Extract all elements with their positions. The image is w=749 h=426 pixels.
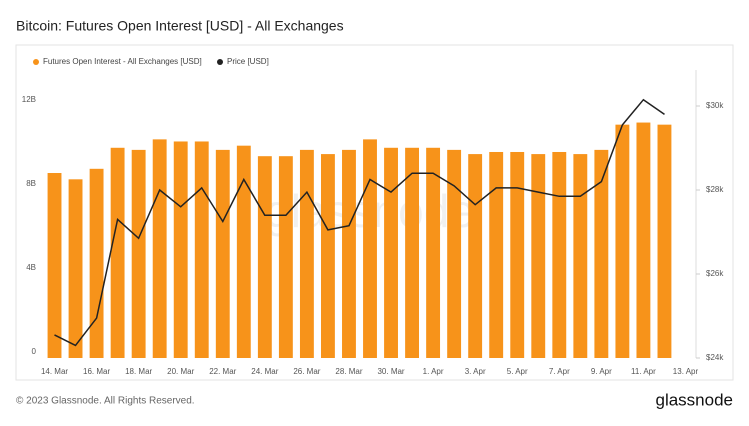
x-tick-label: 18. Mar <box>125 367 152 376</box>
price-line <box>54 98 665 347</box>
legend-marker <box>33 59 39 65</box>
bar <box>110 147 125 358</box>
bar <box>405 147 420 358</box>
x-tick-label: 5. Apr <box>507 367 528 376</box>
bar <box>215 149 230 358</box>
x-tick-label: 7. Apr <box>549 367 570 376</box>
bar <box>236 145 251 358</box>
x-tick-label: 1. Apr <box>423 367 444 376</box>
bar <box>384 147 398 358</box>
y2-tick-label: $24k <box>706 353 724 362</box>
x-tick-label: 26. Mar <box>293 367 320 376</box>
y2-tick-label: $26k <box>706 269 724 278</box>
x-tick-label: 9. Apr <box>591 367 612 376</box>
chart-frame <box>15 44 734 381</box>
bar <box>278 156 293 358</box>
bar <box>594 149 609 358</box>
legend-label: Price [USD] <box>227 57 269 66</box>
y-tick-label: 0 <box>32 347 37 356</box>
bar <box>573 154 588 358</box>
bar <box>173 141 188 358</box>
bar <box>152 139 167 358</box>
bar <box>552 151 567 358</box>
legend-marker <box>217 59 223 65</box>
bar <box>89 168 104 358</box>
y-tick-label: 12B <box>22 95 36 104</box>
x-tick-label: 20. Mar <box>167 367 194 376</box>
y2-tick-label: $30k <box>706 101 724 110</box>
bar <box>194 141 209 358</box>
x-tick-label: 3. Apr <box>465 367 486 376</box>
x-tick-label: 24. Mar <box>251 367 278 376</box>
brand-logo: glassnode <box>655 390 733 409</box>
bar <box>68 179 83 358</box>
x-tick-label: 14. Mar <box>41 367 68 376</box>
bar <box>657 124 672 358</box>
bar <box>426 147 441 358</box>
y-tick-label: 4B <box>26 263 36 272</box>
footer: © 2023 Glassnode. All Rights Reserved. <box>16 396 195 407</box>
chart-title: Bitcoin: Futures Open Interest [USD] - A… <box>16 18 344 34</box>
bar <box>636 122 651 358</box>
bar <box>447 149 462 358</box>
x-tick-label: 13. Apr <box>673 367 699 376</box>
bar <box>468 154 483 358</box>
bar <box>342 149 356 358</box>
x-tick-label: 22. Mar <box>209 367 236 376</box>
legend-label: Futures Open Interest - All Exchanges [U… <box>43 57 202 66</box>
bar <box>489 151 504 358</box>
bar <box>131 149 146 358</box>
bar <box>320 154 335 358</box>
x-tick-label: 16. Mar <box>83 367 110 376</box>
bar <box>47 173 62 358</box>
x-tick-label: 30. Mar <box>377 367 404 376</box>
bar <box>531 154 546 358</box>
x-tick-label: 28. Mar <box>335 367 362 376</box>
bar <box>257 156 272 358</box>
bar <box>510 151 525 358</box>
x-tick-label: 11. Apr <box>631 367 656 376</box>
y-tick-label: 8B <box>26 179 36 188</box>
bar <box>615 124 630 358</box>
bar <box>363 139 377 358</box>
bar <box>299 149 314 358</box>
y2-tick-label: $28k <box>706 185 724 194</box>
